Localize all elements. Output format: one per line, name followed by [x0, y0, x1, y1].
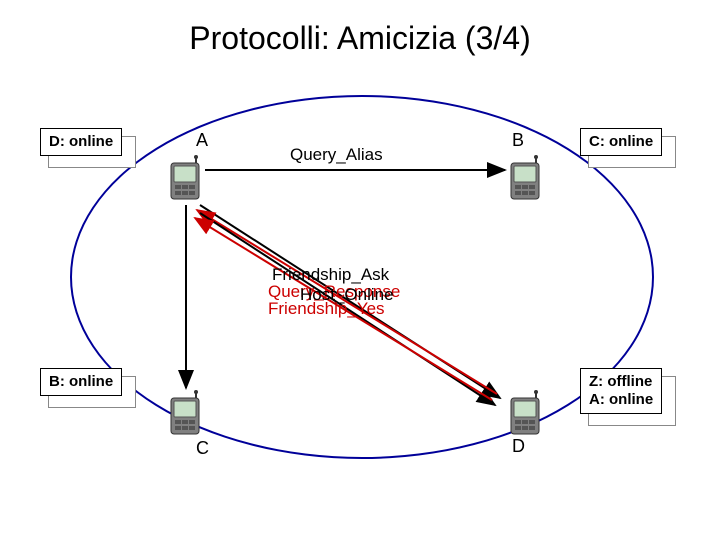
node-D-label: D	[512, 436, 525, 457]
msg-friendship-yes: Friendship_Yes	[268, 299, 385, 319]
status-D: Z: offline A: online	[580, 368, 662, 414]
device-C	[168, 390, 202, 436]
status-A: D: online	[40, 128, 122, 156]
msg-query-alias: Query_Alias	[290, 145, 383, 165]
device-D	[508, 390, 542, 436]
node-A-label: A	[196, 130, 208, 151]
status-C: B: online	[40, 368, 122, 396]
device-B	[508, 155, 542, 201]
node-B-label: B	[512, 130, 524, 151]
node-C-label: C	[196, 438, 209, 459]
status-B: C: online	[580, 128, 662, 156]
slide-title: Protocolli: Amicizia (3/4)	[0, 20, 720, 57]
device-A	[168, 155, 202, 201]
